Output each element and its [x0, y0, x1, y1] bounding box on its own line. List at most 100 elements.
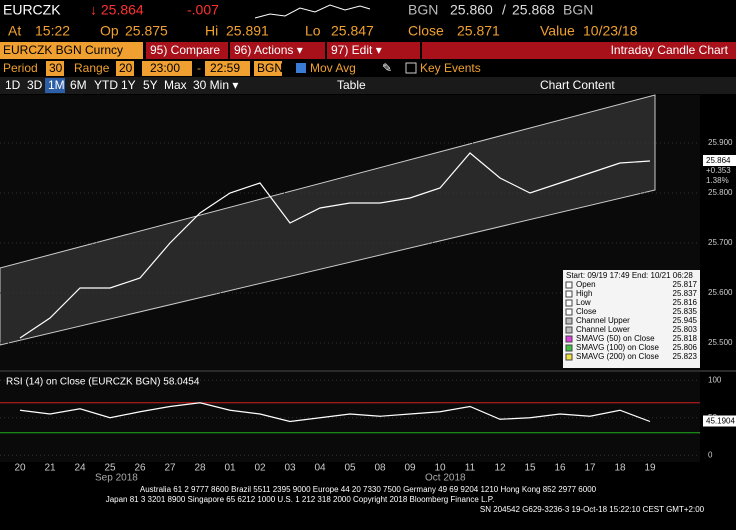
change: -.007 — [187, 2, 219, 18]
high: 25.891 — [226, 23, 269, 39]
time: 15:22 — [35, 23, 70, 39]
checkbox[interactable] — [405, 62, 417, 74]
legend-box — [563, 270, 700, 368]
low-label: Lo — [305, 23, 321, 39]
last-label: 25.864 — [706, 156, 731, 165]
legend-value: 25.818 — [673, 334, 698, 343]
compare-button[interactable] — [146, 42, 228, 59]
x-tick-label: 24 — [74, 463, 86, 474]
source-box[interactable] — [254, 61, 282, 76]
ask-source: BGN — [563, 2, 593, 18]
x-tick-label: 17 — [584, 463, 596, 474]
price-line — [19, 402, 651, 423]
table[interactable]: Table — [337, 78, 366, 92]
range-button[interactable]: YTD — [94, 78, 118, 92]
legend-swatch — [565, 308, 573, 316]
x-tick-label: 03 — [284, 463, 296, 474]
actions-button[interactable] — [230, 42, 325, 59]
legend-value: 25.945 — [673, 316, 698, 325]
legend-swatch — [565, 335, 573, 343]
interval[interactable]: 30 Min ▾ — [193, 78, 238, 92]
month-label: Oct 2018 — [425, 473, 466, 484]
security[interactable]: EURCZK BGN Curncy — [3, 43, 123, 57]
range-button[interactable]: 3D — [27, 78, 43, 92]
legend-value: 25.817 — [673, 280, 698, 289]
x-tick-label: 15 — [524, 463, 536, 474]
period-box[interactable] — [46, 61, 64, 76]
x-tick-label: 25 — [104, 463, 116, 474]
last-label: 45.1904 — [706, 417, 735, 426]
y-tick-label: 25.600 — [708, 288, 733, 297]
mov-avg[interactable]: Mov Avg — [310, 61, 356, 75]
actions[interactable]: 96) Actions ▾ — [234, 43, 303, 57]
edit[interactable]: 97) Edit ▾ — [331, 43, 382, 57]
legend-swatch — [565, 344, 573, 352]
bid-source: BGN — [408, 2, 438, 18]
x-tick-label: 21 — [44, 463, 56, 474]
range-bar — [0, 77, 736, 94]
footer — [0, 484, 736, 530]
range-label: Range — [74, 61, 110, 75]
legend-swatch — [565, 299, 573, 307]
range[interactable]: 20 — [119, 61, 133, 75]
legend-swatch — [565, 353, 573, 361]
x-tick-label: 20 — [14, 463, 26, 474]
range-button[interactable]: 1M — [48, 78, 65, 92]
x-tick-label: 18 — [614, 463, 626, 474]
legend-swatch — [565, 326, 573, 334]
x-tick-label: 08 — [374, 463, 386, 474]
rsi-title: RSI (14) on Close (EURCZK BGN) 58.0454 — [6, 377, 200, 388]
x-tick-label: 16 — [554, 463, 566, 474]
footer-line: Japan 81 3 3201 8900 Singapore 65 6212 1… — [106, 495, 495, 504]
value-label: Value — [540, 23, 575, 39]
range-box[interactable] — [116, 61, 134, 76]
key-events[interactable]: Key Events — [420, 61, 481, 75]
dash: - — [197, 61, 201, 75]
end[interactable]: 22:59 — [210, 61, 240, 75]
legend-value: 25.823 — [673, 352, 698, 361]
x-tick-label: 19 — [644, 463, 656, 474]
sparkline — [254, 4, 371, 19]
open: 25.875 — [125, 23, 168, 39]
x-tick-label: 09 — [404, 463, 416, 474]
time-label: At — [8, 23, 21, 39]
last-price: ↓ 25.864 — [90, 2, 144, 18]
compare[interactable]: 95) Compare — [150, 43, 220, 57]
security-box[interactable] — [0, 42, 143, 59]
legend-label: SMAVG (50) on Close — [576, 334, 655, 343]
range-button[interactable]: 1D — [5, 78, 21, 92]
legend-swatch — [565, 281, 573, 289]
pencil-icon[interactable]: ✎ — [382, 61, 392, 75]
start-box[interactable] — [142, 61, 192, 76]
low: 25.847 — [331, 23, 374, 39]
period[interactable]: 30 — [49, 61, 63, 75]
legend-label: High — [576, 289, 592, 298]
start[interactable]: 23:00 — [150, 61, 180, 75]
legend-value: 25.806 — [673, 343, 698, 352]
ticker: EURCZK — [3, 2, 61, 18]
last-box — [703, 415, 736, 427]
x-tick-label: 27 — [164, 463, 176, 474]
y-tick-label: 100 — [708, 375, 722, 384]
value-date: 10/23/18 — [583, 23, 638, 39]
chart-content[interactable]: Chart Content — [540, 78, 615, 92]
range-button[interactable]: Max — [164, 78, 187, 92]
range-button[interactable]: 5Y — [143, 78, 158, 92]
legend-label: SMAVG (100) on Close — [576, 343, 660, 352]
last-label: 1.38% — [706, 176, 729, 185]
range-button[interactable]: 6M — [70, 78, 87, 92]
edit-button[interactable] — [327, 42, 420, 59]
range-button[interactable]: 1Y — [121, 78, 136, 92]
legend-swatch — [565, 317, 573, 325]
end-box[interactable] — [205, 61, 250, 76]
footer-line: Australia 61 2 9777 8600 Brazil 5511 239… — [140, 485, 597, 494]
legend-label: Channel Upper — [576, 316, 630, 325]
x-tick-label: 10 — [434, 463, 446, 474]
checkbox[interactable] — [296, 63, 306, 73]
x-tick-label: 05 — [344, 463, 356, 474]
selected-range — [45, 78, 65, 93]
close: 25.871 — [457, 23, 500, 39]
source[interactable]: BGN — [257, 61, 283, 75]
x-tick-label: 26 — [134, 463, 146, 474]
bid: 25.860 — [450, 2, 493, 18]
